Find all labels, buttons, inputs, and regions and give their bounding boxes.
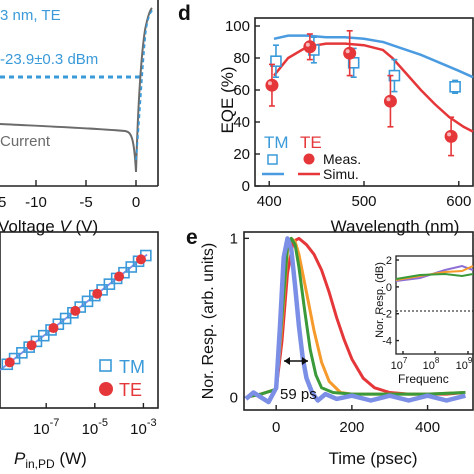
data-point-te [444, 129, 458, 143]
panel-e-xtick-label: 400 [415, 419, 440, 436]
panel-d-frame [254, 17, 474, 187]
panel-c-xtick-2: -5 [79, 194, 92, 211]
data-point-te [4, 357, 15, 368]
panel-d-ytick-label: 100 [225, 18, 250, 35]
data-point-te-highlight [305, 42, 310, 47]
pulse-response-periwinkle [244, 236, 466, 405]
panel-d-xtick-label: 500 [351, 193, 376, 210]
panel-c: 5 -10 -5 0 Voltage V (V) 3 nm, TE -23.9±… [0, 0, 159, 236]
fwhm-annotation: 59 ps [280, 386, 317, 403]
panel-c-xtick-1: -10 [25, 194, 47, 211]
inset-ylabel: Nor. Resp. (dB) [374, 262, 386, 338]
data-point-te [92, 288, 103, 299]
panel-d-ytick-label: 0 [242, 178, 250, 195]
panel-d-xlabel: Wavelength (nm) [331, 217, 460, 236]
panel-f-frame [0, 231, 159, 409]
panel-c-photocurrent-curve [135, 9, 154, 161]
inset-ytick-label: -2 [382, 309, 392, 321]
legend-f-te-label: TE [119, 380, 142, 400]
panel-f-xtick-label: 10-7 [33, 417, 59, 438]
panel-c-top-text-2: -23.9±0.3 dBm [0, 51, 98, 68]
data-point-te-highlight [267, 81, 272, 86]
panel-c-xtick-3: 0 [132, 194, 140, 211]
data-point-te [265, 78, 279, 92]
panel-f-xtick-label: 10-5 [82, 417, 108, 438]
panel-c-xlabel: Voltage V (V) [0, 217, 98, 236]
legend-te-header: TE [300, 133, 322, 152]
data-point-tm [270, 55, 282, 68]
panel-d-xtick-label: 600 [446, 193, 471, 210]
data-point-te-highlight [345, 49, 350, 54]
panel-c-top-text-1: 3 nm, TE [0, 7, 61, 24]
legend-tm-square-icon [267, 154, 278, 165]
legend-f-tm-square-icon [99, 359, 112, 372]
series-line-te-simu- [272, 42, 474, 133]
data-point-te [26, 340, 37, 351]
data-point-te [70, 305, 81, 316]
fwhm-arrow-left-icon [284, 357, 290, 365]
panel-e-ylabel: Nor. Resp. (arb. units) [200, 243, 217, 400]
panel-c-bottom-text: Current [0, 133, 51, 150]
panel-e-xtick-label: 200 [339, 419, 364, 436]
inset-xtick-label: 107 [391, 356, 408, 372]
panel-d-ylabel: EQE (%) [218, 66, 237, 133]
panel-e-label: e [186, 226, 198, 249]
inset-curve-green [395, 272, 474, 280]
panel-d-ytick-label: 80 [233, 50, 250, 67]
inset-xtick-label: 108 [423, 356, 440, 372]
inset-ytick-label: 2 [386, 255, 392, 267]
data-point-te [48, 323, 59, 334]
panel-d-label: d [178, 2, 191, 25]
panel-e-ytick-label: 1 [230, 230, 238, 247]
panel-e-ytick-label: 0 [230, 389, 238, 406]
panel-e: e 0 1 0 200 400 Nor. Resp. (arb. units) Tim… [186, 226, 474, 468]
series-line-tm-simu- [273, 34, 474, 79]
legend-f-te-circle-icon [99, 382, 113, 396]
panel-e-inset: 2 0 -2 -4 107 108 109 Nor. Resp. (dB) Frequenc [374, 255, 474, 386]
inset-ytick-label: -4 [382, 336, 392, 348]
data-point-te [135, 254, 146, 265]
panel-f-xlabel: Pin,PD (W) [14, 449, 87, 471]
data-point-te [114, 271, 125, 282]
inset-xtick-label: 109 [456, 356, 473, 372]
legend-simu-label: Simu. [323, 166, 359, 182]
inset-curve-purple [395, 264, 474, 282]
panel-c-xtick-0: 5 [0, 194, 6, 211]
panel-d-xtick-label: 400 [257, 193, 282, 210]
legend-tm-header: TM [264, 133, 289, 152]
data-point-te [343, 46, 357, 60]
panel-d: d 0 20 40 60 80 100 400 500 600 EQE (%) Wavelen… [178, 2, 474, 236]
panel-f-xtick-label: 10-3 [130, 417, 156, 438]
data-point-te [383, 94, 397, 108]
legend-te-circle-icon [303, 153, 315, 165]
inset-ytick-label: 0 [386, 282, 392, 294]
data-point-te-highlight [386, 97, 391, 102]
panel-e-xtick-label: 0 [272, 419, 280, 436]
data-point-tm [449, 81, 461, 93]
data-point-te-highlight [447, 132, 452, 137]
panel-c-dark-current-curve [0, 7, 153, 173]
panel-f: 10-7 10-5 10-3 TM TE Pin,PD (W) [0, 231, 159, 471]
data-point-te [303, 40, 317, 54]
panel-d-ytick-label: 60 [233, 82, 250, 99]
legend-f-tm-label: TM [119, 357, 145, 377]
fwhm-arrow-right-icon [302, 357, 308, 365]
panel-e-xlabel: Time (psec) [328, 449, 417, 468]
panel-d-ytick-label: 20 [233, 146, 250, 163]
inset-xlabel: Frequenc [398, 372, 449, 386]
panel-d-ytick-label: 40 [233, 114, 250, 131]
legend-meas-label: Meas. [323, 151, 361, 167]
